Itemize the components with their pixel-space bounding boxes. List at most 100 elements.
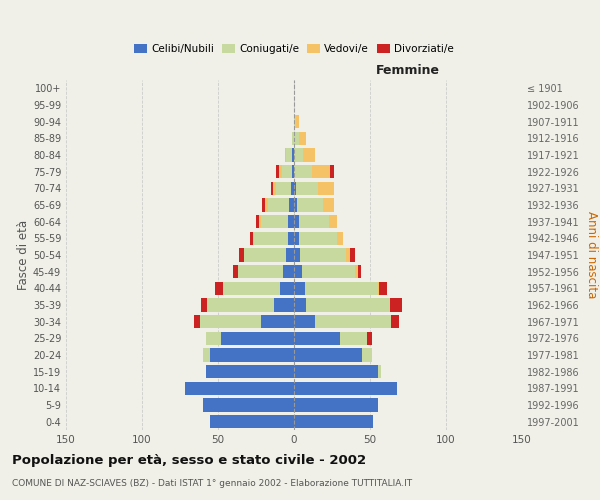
Bar xyxy=(294,298,306,312)
Bar xyxy=(305,282,377,295)
Bar xyxy=(294,415,373,428)
Bar xyxy=(294,198,297,211)
Bar xyxy=(319,182,334,195)
Bar xyxy=(391,315,399,328)
Bar xyxy=(294,332,340,345)
Bar xyxy=(280,282,294,295)
Bar xyxy=(285,148,286,162)
Bar xyxy=(299,215,329,228)
Text: Popolazione per età, sesso e stato civile - 2002: Popolazione per età, sesso e stato civil… xyxy=(12,454,366,467)
Bar xyxy=(260,215,288,228)
Bar xyxy=(253,232,254,245)
Bar xyxy=(206,332,221,345)
Bar xyxy=(223,282,280,295)
Bar xyxy=(315,315,391,328)
Text: Femmine: Femmine xyxy=(376,64,440,76)
Bar xyxy=(303,148,315,162)
Bar xyxy=(362,348,371,362)
Bar xyxy=(185,382,294,395)
Text: COMUNE DI NAZ-SCIAVES (BZ) - Dati ISTAT 1° gennaio 2002 - Elaborazione TUTTITALI: COMUNE DI NAZ-SCIAVES (BZ) - Dati ISTAT … xyxy=(12,479,412,488)
Bar xyxy=(299,232,337,245)
Bar xyxy=(390,298,402,312)
Bar xyxy=(279,165,282,178)
Bar xyxy=(201,298,208,312)
Bar xyxy=(239,248,244,262)
Bar xyxy=(203,398,294,411)
Bar xyxy=(265,198,268,211)
Bar xyxy=(259,215,260,228)
Bar xyxy=(276,165,279,178)
Bar xyxy=(194,315,200,328)
Bar xyxy=(254,232,288,245)
Bar xyxy=(215,282,223,295)
Y-axis label: Fasce di età: Fasce di età xyxy=(17,220,30,290)
Bar xyxy=(233,265,238,278)
Bar xyxy=(294,398,377,411)
Bar xyxy=(323,198,334,211)
Bar xyxy=(294,315,315,328)
Bar xyxy=(299,132,306,145)
Bar xyxy=(292,165,294,178)
Bar xyxy=(203,348,211,362)
Bar xyxy=(268,198,289,211)
Bar xyxy=(291,182,294,195)
Bar xyxy=(312,165,331,178)
Bar xyxy=(238,265,283,278)
Bar xyxy=(306,298,390,312)
Bar xyxy=(346,248,350,262)
Bar xyxy=(282,165,292,178)
Bar xyxy=(294,182,296,195)
Bar xyxy=(292,148,294,162)
Bar xyxy=(296,115,299,128)
Bar xyxy=(350,248,355,262)
Bar xyxy=(294,215,299,228)
Bar xyxy=(250,232,253,245)
Bar xyxy=(221,332,294,345)
Y-axis label: Anni di nascita: Anni di nascita xyxy=(585,212,598,298)
Bar xyxy=(377,365,380,378)
Bar xyxy=(211,348,294,362)
Bar xyxy=(331,165,334,178)
Bar xyxy=(262,198,265,211)
Bar xyxy=(283,265,294,278)
Bar xyxy=(340,332,367,345)
Legend: Celibi/Nubili, Coniugati/e, Vedovi/e, Divorziati/e: Celibi/Nubili, Coniugati/e, Vedovi/e, Di… xyxy=(130,40,458,58)
Bar xyxy=(294,382,397,395)
Bar xyxy=(286,248,294,262)
Bar xyxy=(286,148,292,162)
Bar xyxy=(294,265,302,278)
Bar xyxy=(337,232,343,245)
Bar xyxy=(294,282,305,295)
Bar xyxy=(300,248,346,262)
Bar xyxy=(367,332,371,345)
Bar xyxy=(294,248,300,262)
Bar xyxy=(244,248,286,262)
Bar xyxy=(273,182,276,195)
Bar xyxy=(211,415,294,428)
Bar xyxy=(294,165,312,178)
Bar xyxy=(276,182,291,195)
Bar xyxy=(256,215,259,228)
Bar xyxy=(288,215,294,228)
Bar xyxy=(271,182,273,195)
Bar xyxy=(289,198,294,211)
Bar xyxy=(200,315,260,328)
Bar xyxy=(208,298,274,312)
Bar xyxy=(294,115,296,128)
Bar xyxy=(294,148,303,162)
Bar xyxy=(297,198,323,211)
Bar xyxy=(294,232,299,245)
Bar xyxy=(294,132,299,145)
Bar xyxy=(302,265,355,278)
Bar xyxy=(294,348,362,362)
Bar xyxy=(274,298,294,312)
Bar xyxy=(294,365,377,378)
Bar xyxy=(296,182,319,195)
Bar xyxy=(379,282,387,295)
Bar xyxy=(355,265,358,278)
Bar xyxy=(377,282,379,295)
Bar xyxy=(206,365,294,378)
Bar xyxy=(329,215,337,228)
Bar xyxy=(358,265,361,278)
Bar xyxy=(260,315,294,328)
